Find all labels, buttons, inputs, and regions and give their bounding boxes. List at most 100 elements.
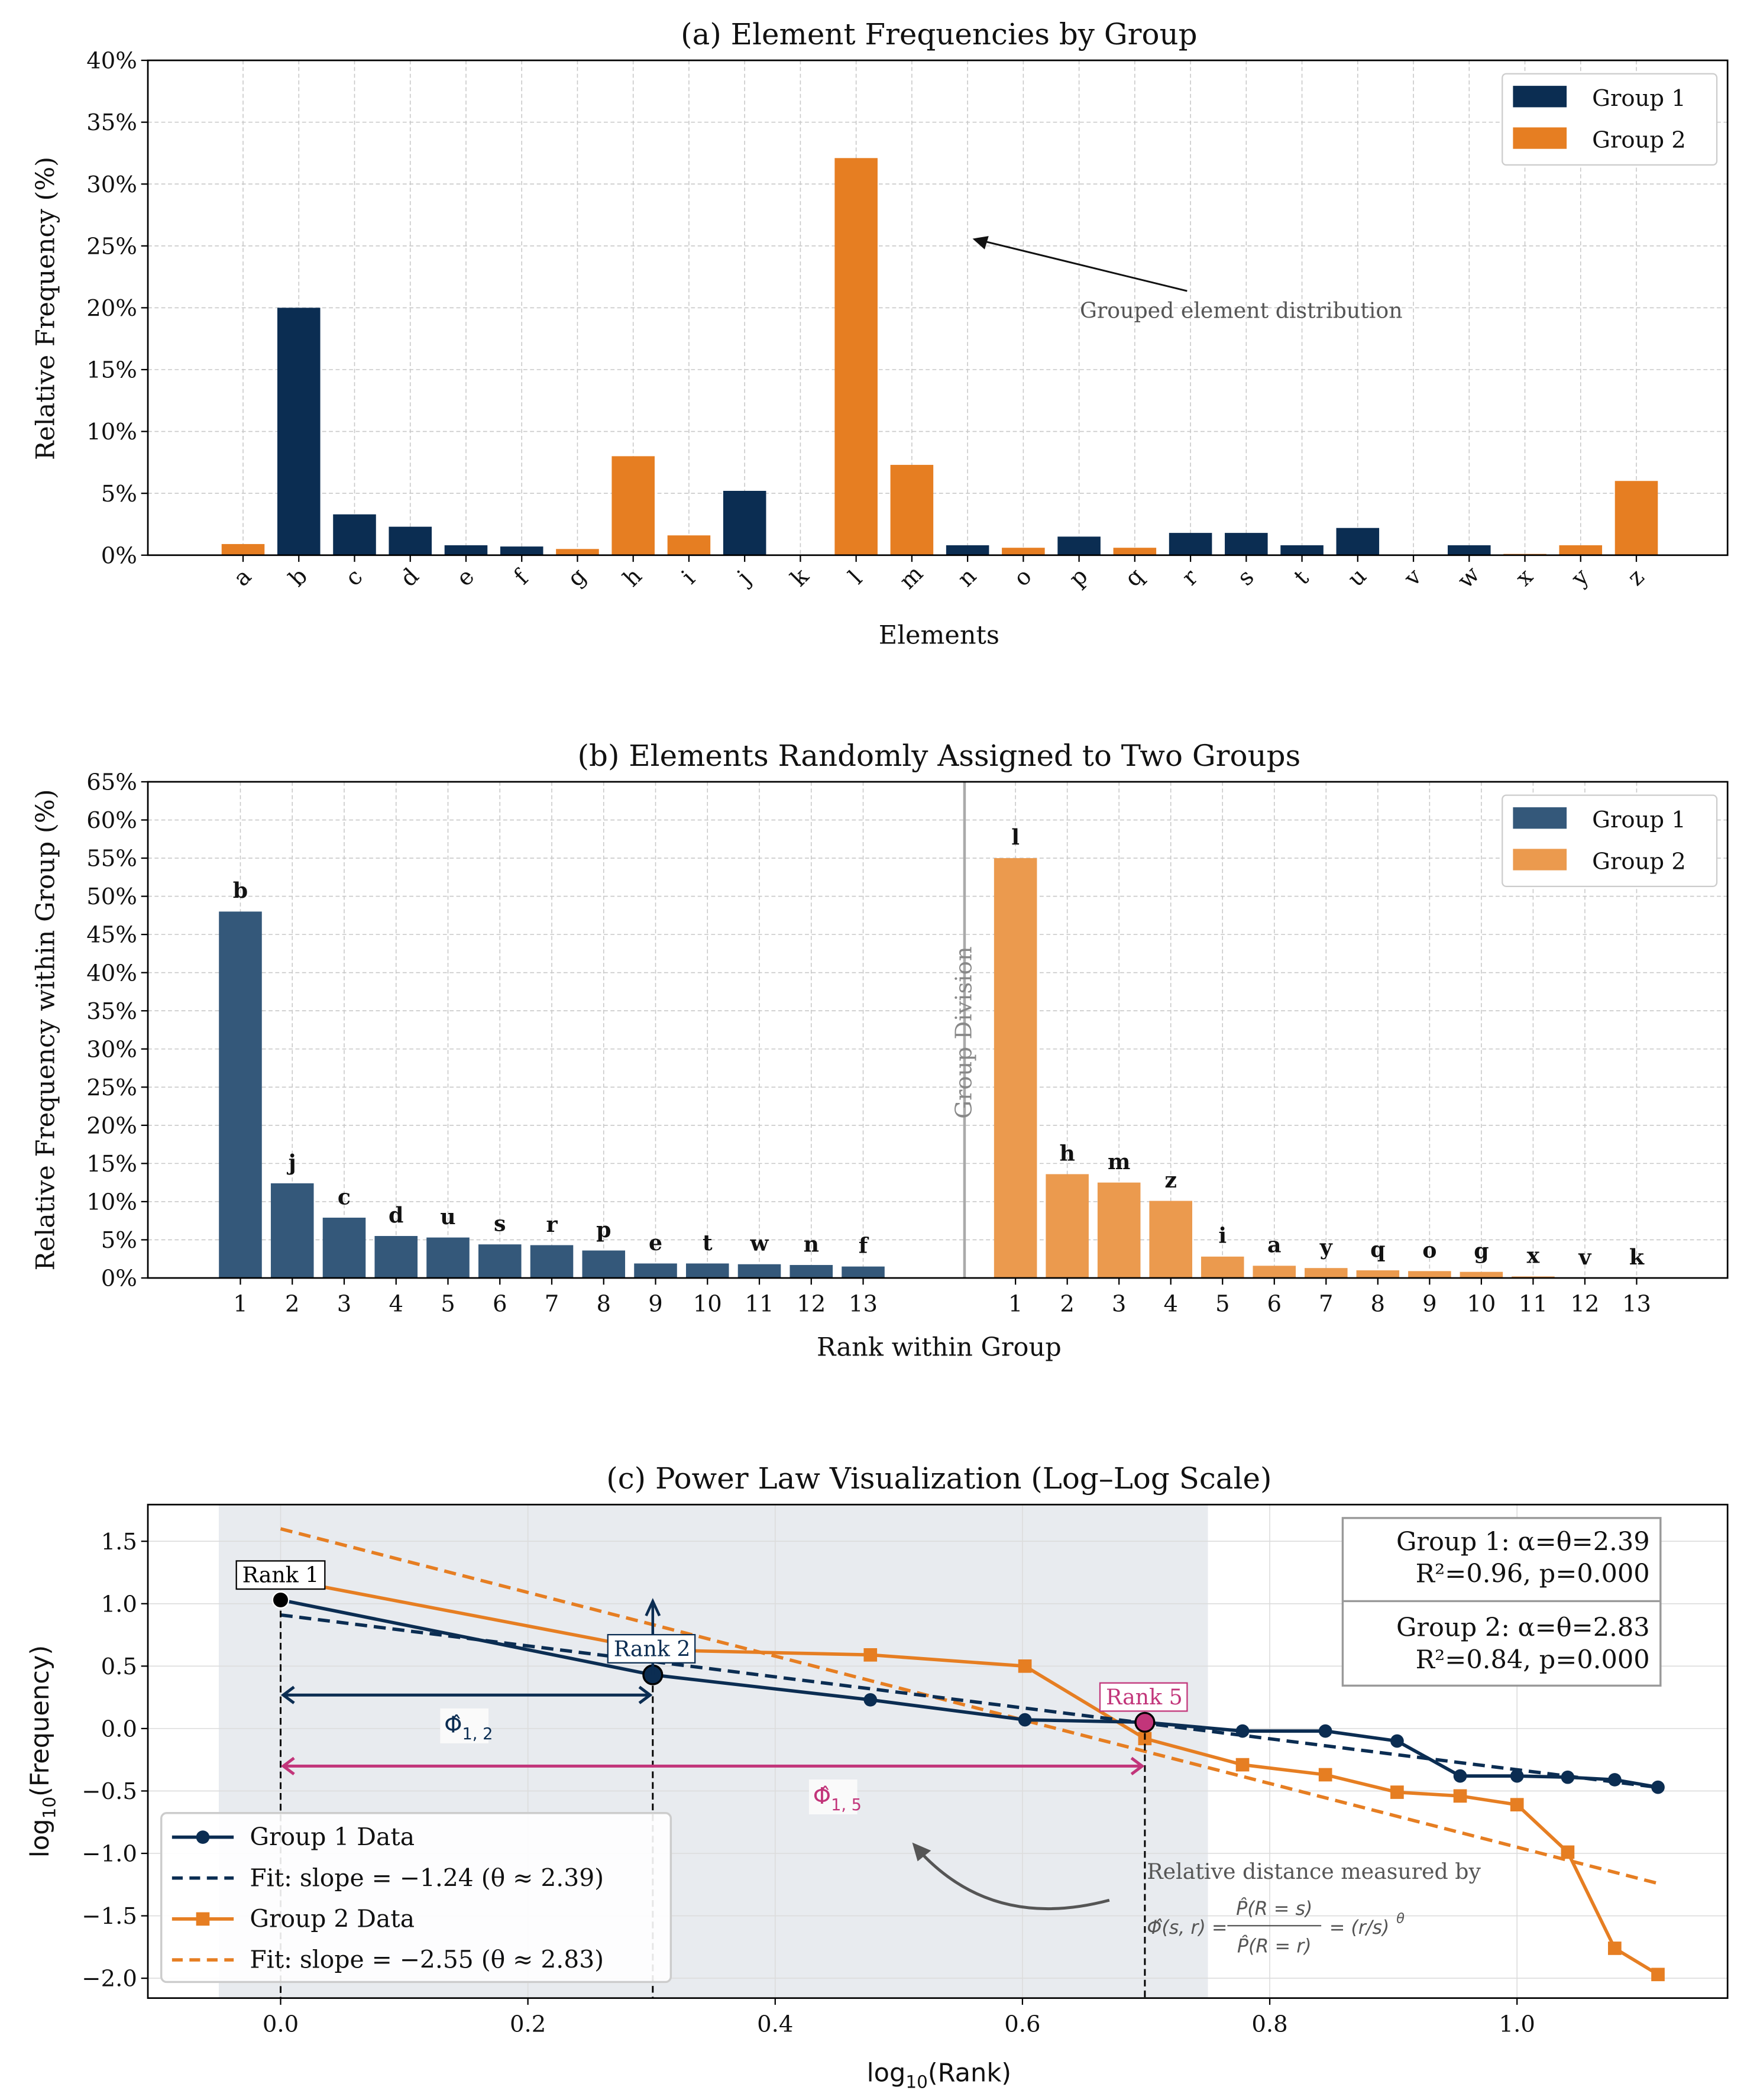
bar-label: n xyxy=(804,1231,819,1257)
bar-u xyxy=(426,1237,470,1278)
legend-marker xyxy=(196,1912,210,1926)
note-text: Relative distance measured by xyxy=(1147,1859,1481,1884)
bar-label: z xyxy=(1164,1167,1177,1193)
bar-label: r xyxy=(546,1212,558,1237)
group2-point xyxy=(1390,1785,1404,1799)
y-tick-label: 50% xyxy=(86,884,137,910)
rank5-point xyxy=(1134,1711,1156,1733)
x-tick-label: r xyxy=(1177,564,1203,591)
x-tick-label: 4 xyxy=(1163,1291,1178,1318)
bar-q xyxy=(1113,548,1157,555)
bar-f xyxy=(842,1266,885,1278)
bar-i xyxy=(1201,1256,1244,1278)
y-tick-label: 20% xyxy=(86,1112,137,1139)
bar-w xyxy=(737,1264,781,1278)
x-tick-label: s xyxy=(1232,564,1260,591)
group2-point xyxy=(1018,1659,1032,1673)
x-tick-label: 13 xyxy=(1622,1291,1651,1318)
formula-numerator: P̂(R = s) xyxy=(1236,1897,1312,1920)
bar-label: t xyxy=(703,1230,713,1256)
y-tick-label: 25% xyxy=(86,233,137,260)
rank1-label: Rank 1 xyxy=(242,1562,319,1588)
bar-n xyxy=(946,545,989,555)
phi-symbol: Φ̂ xyxy=(444,1712,462,1739)
bar-label: v xyxy=(1578,1244,1591,1270)
y-tick-label: 0.5 xyxy=(101,1654,137,1680)
x-tick-label: p xyxy=(1064,563,1093,592)
x-tick-label: 11 xyxy=(745,1291,774,1318)
legend-swatch xyxy=(1513,86,1567,108)
arrowhead-icon xyxy=(280,1756,295,1775)
group2-point xyxy=(1318,1768,1332,1782)
bar-a xyxy=(1253,1266,1296,1278)
x-tick-label: h xyxy=(618,563,647,592)
x-tick-label: 3 xyxy=(337,1291,352,1318)
x-tick-label: 6 xyxy=(1267,1291,1282,1318)
bar-c xyxy=(322,1218,366,1278)
x-tick-label: b xyxy=(284,563,313,592)
legend-label: Group 2 xyxy=(1592,127,1686,153)
phi-label-bg xyxy=(440,1708,488,1743)
stats-line: Group 2: α=θ=2.83 xyxy=(1396,1613,1650,1642)
group2-point xyxy=(1561,1845,1575,1859)
y-tick-label: −0.5 xyxy=(82,1778,137,1805)
bar-label: d xyxy=(389,1202,403,1228)
curved-arrow xyxy=(918,1849,1110,1910)
stats-line: R²=0.84, p=0.000 xyxy=(1416,1645,1650,1675)
y-tick-label: 60% xyxy=(86,807,137,834)
bar-label: o xyxy=(1422,1238,1436,1263)
x-tick-label: q xyxy=(1119,563,1148,592)
y-tick-label: 55% xyxy=(86,846,137,872)
group2-point xyxy=(1453,1789,1467,1803)
stats-line: R²=0.96, p=0.000 xyxy=(1416,1559,1650,1589)
legend-label: Group 2 xyxy=(1592,848,1686,875)
bar-label: c xyxy=(338,1184,351,1209)
x-tick-label: 9 xyxy=(1422,1291,1437,1318)
x-tick-label: l xyxy=(844,565,868,590)
x-tick-label: 5 xyxy=(441,1291,455,1318)
bar-z xyxy=(1149,1201,1192,1278)
group1-point xyxy=(1608,1773,1622,1787)
legend: Group 1 Data Fit: slope = −1.24 (θ ≈ 2.39… xyxy=(160,1812,672,1983)
legend-swatch xyxy=(1513,807,1567,829)
bar-o xyxy=(1408,1271,1451,1278)
legend-label: Group 1 xyxy=(1592,85,1686,112)
bar-label: i xyxy=(1218,1223,1227,1248)
y-tick-label: 25% xyxy=(86,1075,137,1101)
bar-t xyxy=(1280,545,1324,555)
axes-frame xyxy=(147,781,1729,1279)
group1-point xyxy=(1018,1713,1032,1727)
rank5-label-box xyxy=(1099,1682,1188,1712)
arrowhead-icon xyxy=(972,236,989,250)
phi-symbol: Φ̂ xyxy=(813,1783,831,1810)
y-tick-label: −1.0 xyxy=(82,1841,137,1868)
x-tick-label: 7 xyxy=(545,1291,559,1318)
x-tick-label: j xyxy=(730,565,756,591)
legend-swatch xyxy=(1513,127,1567,149)
formula: Φ̂(s, r) = P̂(R = s) P̂(R = r) = (r/s) θ xyxy=(1147,1897,1405,1957)
bar-p xyxy=(1057,536,1101,555)
x-tick-label: 13 xyxy=(849,1291,878,1318)
bar-s xyxy=(1225,533,1268,555)
y-axis-label: Relative Frequency within Group (%) xyxy=(31,789,60,1270)
rank2-label-box xyxy=(607,1634,696,1664)
group2-point xyxy=(1608,1942,1622,1955)
bar-b xyxy=(277,308,321,555)
legend-swatch xyxy=(1513,849,1567,871)
annotation-arrow xyxy=(979,239,1188,292)
group2-point xyxy=(1651,1968,1665,1982)
x-tick-label: 0.0 xyxy=(263,2011,299,2037)
rank2-label: Rank 2 xyxy=(614,1636,691,1661)
formula-lhs: Φ̂(s, r) = xyxy=(1147,1917,1227,1939)
x-tick-label: 8 xyxy=(597,1291,611,1318)
x-tick-label: k xyxy=(785,563,814,592)
bar-w xyxy=(1448,545,1491,555)
legend: Group 1 Group 2 xyxy=(1502,794,1718,887)
rank1-label-box xyxy=(235,1560,326,1590)
arrowhead-icon xyxy=(1130,1756,1145,1775)
y-tick-label: 0% xyxy=(101,542,137,569)
axes-frame xyxy=(147,1503,1729,1999)
phi-subscript: 1, 2 xyxy=(462,1725,493,1743)
bar-b xyxy=(219,911,262,1278)
formula-denominator: P̂(R = r) xyxy=(1237,1935,1312,1957)
